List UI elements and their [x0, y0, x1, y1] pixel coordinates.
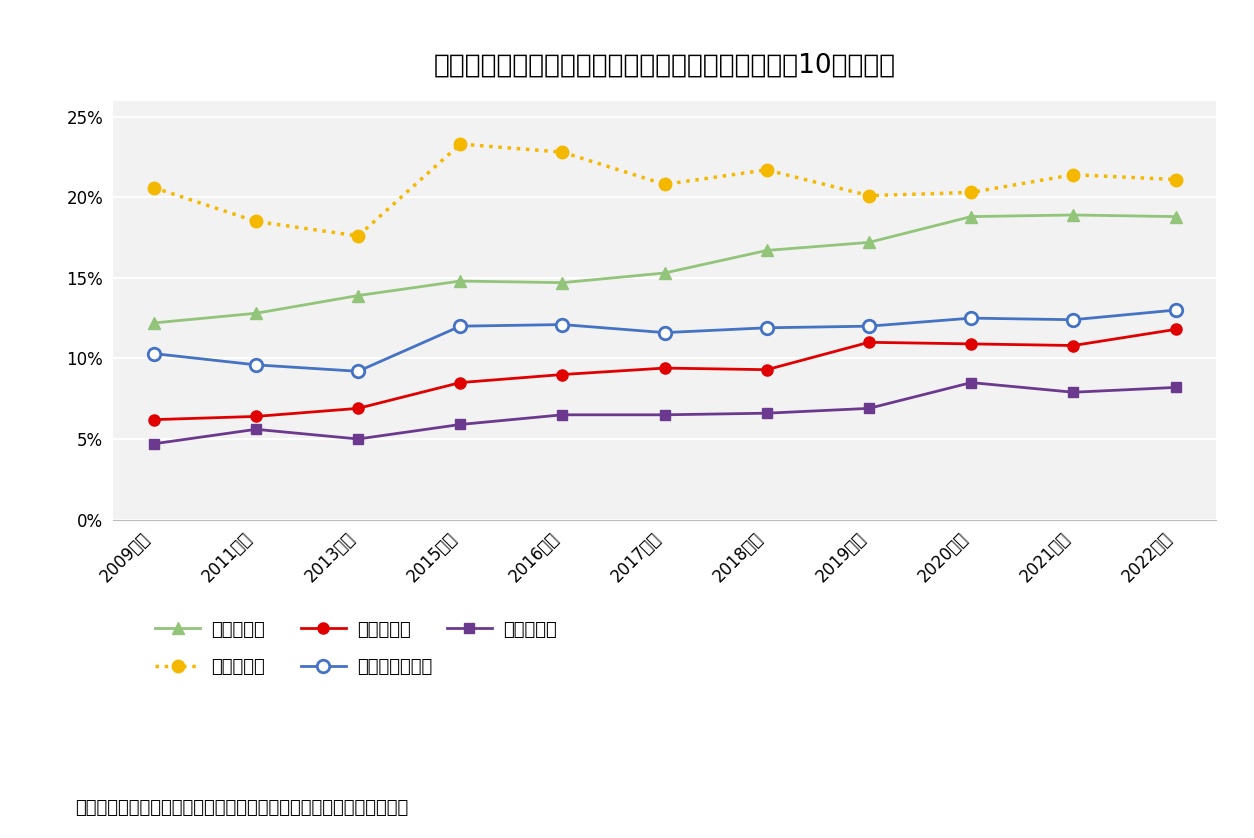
Title: 図表１　役職別女性管理職等割合の推移（企業規模10人以上）: 図表１ 役職別女性管理職等割合の推移（企業規模10人以上） — [434, 53, 895, 79]
Legend: 役員相当職, 課長相当職以上: 役員相当職, 課長相当職以上 — [155, 659, 433, 676]
Text: （資料）「『令和４年度雇用均等基本調査』の結果概要」から抜粋。: （資料）「『令和４年度雇用均等基本調査』の結果概要」から抜粋。 — [75, 799, 409, 817]
